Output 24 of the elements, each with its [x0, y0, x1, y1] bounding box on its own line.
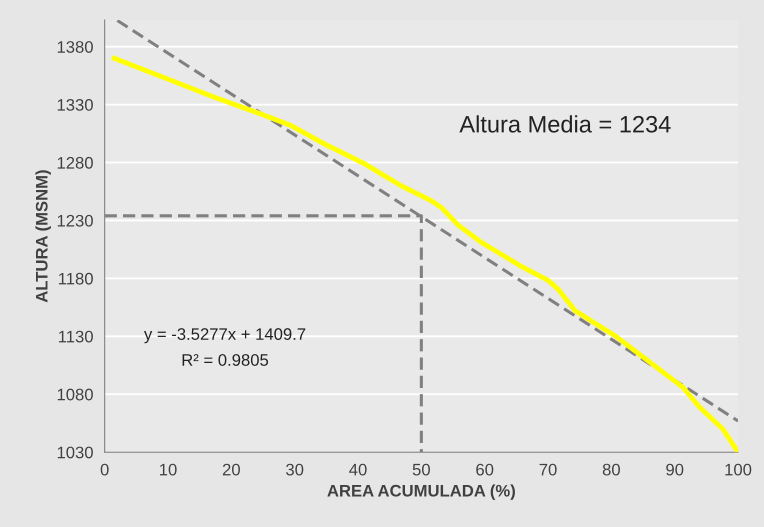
x-tick-label: 40	[349, 464, 367, 476]
y-tick-label: 1230	[58, 214, 93, 227]
annotation: y = -3.5277x + 1409.7	[144, 328, 306, 344]
x-tick-label: 0	[100, 464, 109, 476]
y-axis-title: ALTURA (MSNM)	[35, 170, 51, 302]
x-tick-label: 60	[476, 464, 494, 476]
x-tick-label: 90	[666, 464, 684, 476]
x-tick-label: 50	[412, 464, 430, 476]
annotation: Altura Media = 1234	[459, 115, 671, 133]
y-tick-label: 1330	[58, 99, 93, 111]
y-tick-label: 1030	[58, 446, 93, 458]
y-tick-label: 1380	[58, 41, 93, 53]
x-tick-label: 70	[540, 464, 557, 476]
x-tick-label: 20	[222, 464, 240, 476]
x-tick-label: 80	[602, 464, 620, 476]
y-tick-label: 1130	[58, 330, 93, 343]
y-tick-label: 1280	[58, 156, 93, 169]
y-tick-label: 1080	[58, 388, 93, 400]
x-tick-label: 100	[725, 464, 752, 476]
y-tick-label: 1180	[58, 272, 93, 285]
x-axis-title: AREA ACUMULADA (%)	[327, 484, 515, 500]
x-tick-label: 10	[160, 464, 177, 476]
annotation: R² = 0.9805	[182, 354, 268, 366]
x-tick-label: 30	[286, 464, 304, 476]
